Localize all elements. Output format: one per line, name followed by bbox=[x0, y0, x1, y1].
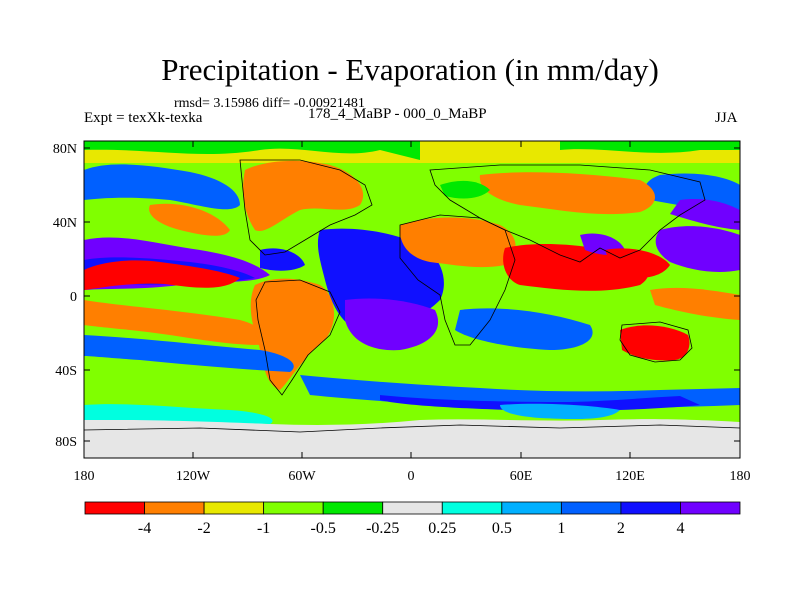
north-america-dry bbox=[243, 160, 364, 231]
lon-tick-label: 120W bbox=[176, 469, 211, 484]
colorbar-box bbox=[680, 501, 741, 515]
coastlines bbox=[84, 159, 740, 433]
colorbar-box bbox=[322, 501, 384, 515]
colorbar-box bbox=[382, 501, 443, 515]
lon-tick-label: 120E bbox=[615, 469, 645, 484]
colorbar-label: -1 bbox=[257, 520, 270, 537]
lon-tick-label: 180 bbox=[730, 469, 751, 484]
colorbar-label: 4 bbox=[676, 520, 684, 537]
precip-evap-field bbox=[84, 141, 740, 458]
lon-tick-label: 60W bbox=[288, 469, 316, 484]
ne-pacific-subtropic-dry bbox=[84, 260, 240, 290]
colorbar-box bbox=[144, 501, 205, 515]
chart-title: Precipitation - Evaporation (in mm/day) bbox=[161, 52, 659, 87]
west-pacific-dry bbox=[650, 287, 740, 320]
colorbar-label: -4 bbox=[138, 520, 151, 537]
south-america-outline bbox=[255, 279, 341, 396]
lon-tick-label: 60E bbox=[510, 469, 533, 484]
lon-tick-label: 0 bbox=[408, 469, 415, 484]
australia-outline bbox=[619, 321, 693, 363]
north-america-outline bbox=[239, 159, 373, 256]
rmsd-diff-stats: rmsd= 3.15986 diff= -0.00921481 bbox=[174, 96, 365, 111]
colorbar-box bbox=[203, 501, 265, 515]
colorbar-box bbox=[84, 501, 145, 515]
colorbar-box bbox=[501, 501, 562, 515]
lon-tick-label: 180 bbox=[74, 469, 95, 484]
colorbar-box bbox=[620, 501, 681, 515]
colorbar-box bbox=[263, 501, 324, 515]
antarctica-neutral bbox=[84, 419, 740, 458]
colorbar-label: -2 bbox=[197, 520, 210, 537]
lat-tick-label: 80N bbox=[53, 142, 77, 157]
colorbar-label: 0.5 bbox=[492, 520, 512, 537]
colorbar: -4 -2 -1 -0.5 -0.25 0.25 0.5 1 2 4 bbox=[84, 501, 741, 537]
ne-pacific-dry bbox=[149, 203, 230, 236]
s-indian-ocean-wet bbox=[455, 308, 593, 350]
sahara-dry bbox=[399, 217, 516, 268]
lat-tick-label: 40N bbox=[53, 216, 77, 231]
latitude-axis: 80N 40N 0 40S 80S bbox=[53, 142, 740, 450]
lat-tick-label: 80S bbox=[55, 435, 77, 450]
map-frame bbox=[83, 140, 741, 459]
antarctic-coast-sky bbox=[500, 403, 620, 420]
colorbar-box bbox=[441, 501, 503, 515]
colorbar-label: -0.5 bbox=[311, 520, 336, 537]
experiment-label: Expt = texXk-texka bbox=[84, 110, 203, 126]
s-pacific-storm-track bbox=[84, 335, 294, 372]
se-pacific-dry bbox=[84, 300, 264, 345]
arctic-green bbox=[84, 141, 420, 160]
southern-ocean-deep bbox=[380, 395, 700, 411]
arctic-east-green bbox=[560, 141, 740, 153]
eurasia-dry bbox=[479, 172, 655, 215]
lat-tick-label: 40S bbox=[55, 364, 77, 379]
bay-of-bengal-dry bbox=[605, 248, 670, 278]
case-label: 178_4_MaBP - 000_0_MaBP bbox=[308, 106, 487, 122]
lat-tick-label: 0 bbox=[70, 290, 77, 305]
eurasia-outline bbox=[429, 164, 706, 263]
antarctica-outline bbox=[84, 424, 740, 433]
nw-pacific-purple bbox=[670, 199, 740, 230]
colorbar-label: -0.25 bbox=[366, 520, 399, 537]
south-atlantic-purple bbox=[345, 298, 439, 351]
season-label: JJA bbox=[715, 110, 738, 126]
longitude-axis: 180 120W 60W 0 60E 120E 180 bbox=[74, 141, 751, 484]
colorbar-label: 1 bbox=[557, 520, 565, 537]
colorbar-label: 2 bbox=[617, 520, 625, 537]
colorbar-box bbox=[560, 501, 622, 515]
colorbar-label: 0.25 bbox=[428, 520, 456, 537]
west-pacific-wet bbox=[655, 226, 740, 273]
antarctic-coast-cyan bbox=[84, 404, 273, 424]
europe-green bbox=[440, 180, 490, 199]
north-pacific-storm-track bbox=[84, 164, 240, 210]
australia-dry bbox=[620, 325, 690, 361]
